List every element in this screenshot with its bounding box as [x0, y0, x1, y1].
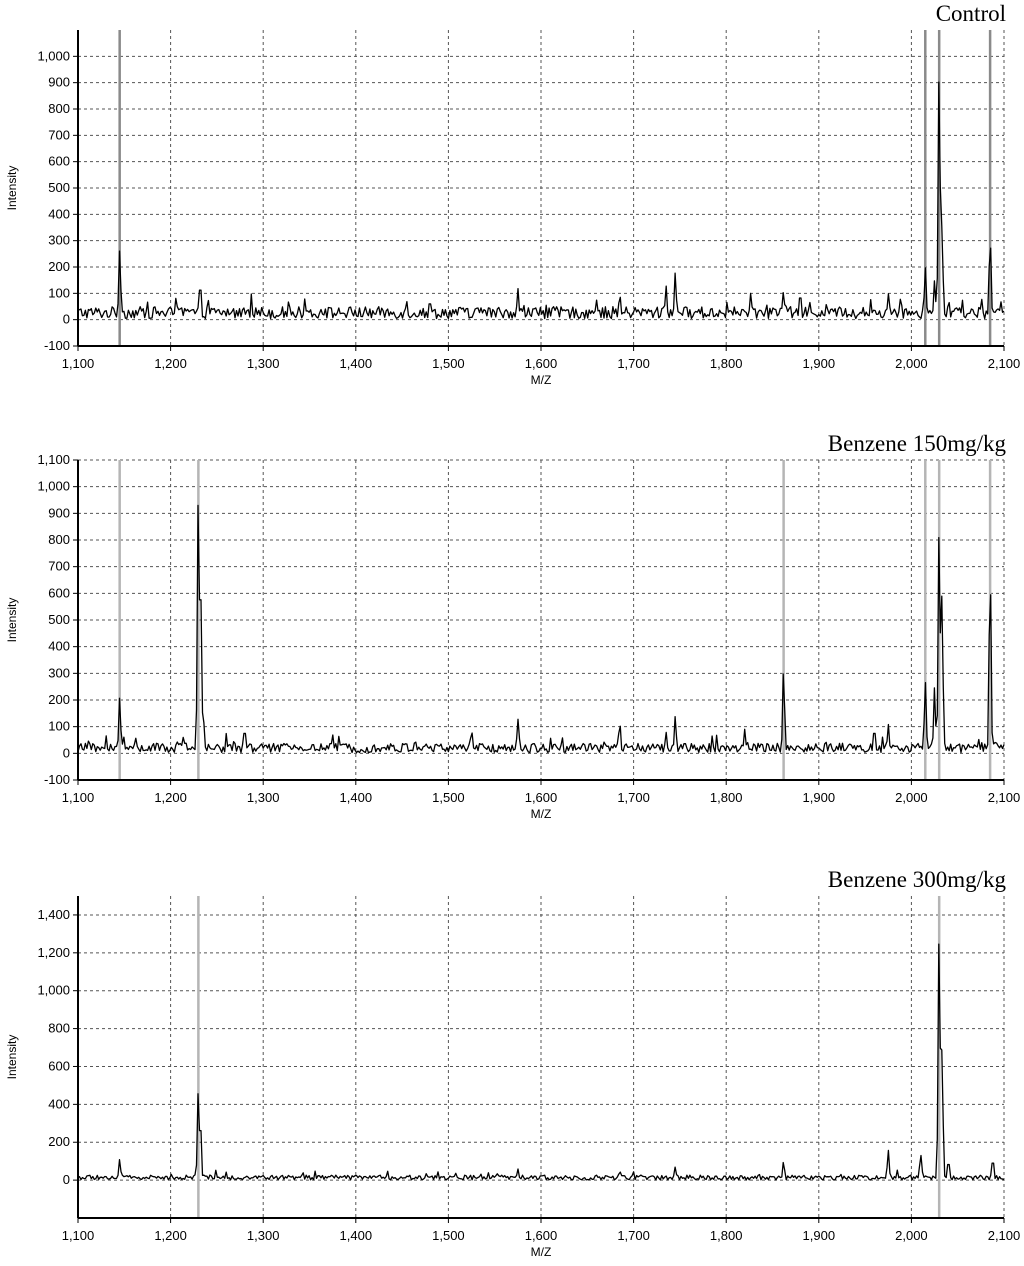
- spectrum-panel-control: Control 1,100 1,200 1,300 1,400 1,500 1,600 1,…: [0, 0, 1024, 400]
- spectrum-chart-control: 1,100 1,200 1,300 1,400 1,500 1,600 1,700 1,800…: [5, 30, 1021, 387]
- y-tick-label: 0: [63, 312, 70, 327]
- x-tick-label: 2,100: [988, 356, 1021, 371]
- x-tick-label: 1,600: [525, 1228, 558, 1243]
- x-axis-label: M/Z: [531, 1245, 552, 1259]
- y-tick-label: 600: [48, 1058, 70, 1073]
- y-tick-label: 600: [48, 154, 70, 169]
- y-tick-label: 500: [48, 180, 70, 195]
- y-tick-label: 500: [48, 612, 70, 627]
- y-tick-label: 300: [48, 665, 70, 680]
- x-tick-label: 1,200: [154, 790, 187, 805]
- spectrum-trace: [77, 504, 1005, 754]
- y-tick-label: 1,400: [37, 907, 70, 922]
- x-tick-label: 1,500: [432, 790, 465, 805]
- y-tick-label: 0: [63, 1172, 70, 1187]
- y-tick-label: 600: [48, 585, 70, 600]
- x-tick-label: 1,800: [710, 790, 743, 805]
- y-tick-label: 700: [48, 127, 70, 142]
- y-tick-label: 400: [48, 639, 70, 654]
- x-tick-label: 2,100: [988, 790, 1021, 805]
- spectrum-chart-benzene-300: 1,100 1,200 1,300 1,400 1,500 1,600 1,700 1,800…: [5, 896, 1021, 1259]
- y-tick-label: 700: [48, 559, 70, 574]
- y-tick-label: 1,000: [37, 983, 70, 998]
- spectrum-trace: [77, 81, 1005, 320]
- y-tick-label: 400: [48, 206, 70, 221]
- x-tick-label: 1,800: [710, 1228, 743, 1243]
- y-tick-label: 1,000: [37, 479, 70, 494]
- x-tick-label: 1,900: [803, 356, 836, 371]
- panel-title: Control: [935, 1, 1006, 26]
- panel-title: Benzene 300mg/kg: [827, 867, 1006, 892]
- x-axis-label: M/Z: [531, 373, 552, 387]
- y-tick-label: 800: [48, 1021, 70, 1036]
- y-tick-label: -100: [44, 772, 70, 787]
- x-tick-label: 1,100: [62, 1228, 95, 1243]
- x-tick-label: 2,100: [988, 1228, 1021, 1243]
- y-tick-label: 800: [48, 532, 70, 547]
- y-tick-label: 200: [48, 1134, 70, 1149]
- y-tick-label: 100: [48, 719, 70, 734]
- x-tick-label: 1,500: [432, 1228, 465, 1243]
- x-tick-label: 1,600: [525, 790, 558, 805]
- spectrum-panel-benzene-300: Benzene 300mg/kg 1,100 1,200 1,300 1,400 1,5…: [0, 866, 1024, 1266]
- y-tick-label: -100: [44, 338, 70, 353]
- spectrum-chart-benzene-150: 1,100 1,200 1,300 1,400 1,500 1,600 1,700 1,800…: [5, 452, 1021, 821]
- x-tick-label: 1,700: [617, 1228, 650, 1243]
- x-tick-label: 1,200: [154, 356, 187, 371]
- x-tick-label: 2,000: [895, 790, 928, 805]
- x-tick-label: 1,300: [247, 1228, 280, 1243]
- x-tick-label: 1,900: [803, 1228, 836, 1243]
- y-tick-label: 100: [48, 285, 70, 300]
- y-tick-label: 300: [48, 233, 70, 248]
- y-tick-label: 900: [48, 505, 70, 520]
- x-tick-label: 1,200: [154, 1228, 187, 1243]
- x-tick-label: 1,400: [340, 1228, 373, 1243]
- y-axis-label: Intensity: [5, 598, 19, 643]
- x-tick-label: 1,500: [432, 356, 465, 371]
- x-tick-label: 1,700: [617, 356, 650, 371]
- spectrum-trace: [77, 943, 1005, 1181]
- x-tick-label: 1,900: [803, 790, 836, 805]
- y-tick-label: 800: [48, 101, 70, 116]
- x-axis-label: M/Z: [531, 807, 552, 821]
- y-tick-label: 1,100: [37, 452, 70, 467]
- x-tick-label: 1,100: [62, 790, 95, 805]
- x-tick-label: 1,300: [247, 790, 280, 805]
- x-tick-label: 1,400: [340, 356, 373, 371]
- x-tick-label: 1,300: [247, 356, 280, 371]
- y-tick-label: 900: [48, 75, 70, 90]
- x-tick-label: 2,000: [895, 356, 928, 371]
- x-tick-label: 1,800: [710, 356, 743, 371]
- y-tick-label: 200: [48, 692, 70, 707]
- y-tick-label: 200: [48, 259, 70, 274]
- y-tick-label: 1,000: [37, 48, 70, 63]
- y-tick-label: 400: [48, 1096, 70, 1111]
- y-axis-label: Intensity: [5, 1035, 19, 1080]
- x-tick-label: 2,000: [895, 1228, 928, 1243]
- panel-title: Benzene 150mg/kg: [827, 431, 1006, 456]
- x-tick-label: 1,600: [525, 356, 558, 371]
- x-tick-label: 1,400: [340, 790, 373, 805]
- x-tick-label: 1,700: [617, 790, 650, 805]
- y-axis-label: Intensity: [5, 166, 19, 211]
- y-tick-label: 1,200: [37, 945, 70, 960]
- x-tick-label: 1,100: [62, 356, 95, 371]
- spectrum-panel-benzene-150: Benzene 150mg/kg 1,100 1,200 1,300 1,400 1,5…: [0, 430, 1024, 830]
- y-tick-label: 0: [63, 745, 70, 760]
